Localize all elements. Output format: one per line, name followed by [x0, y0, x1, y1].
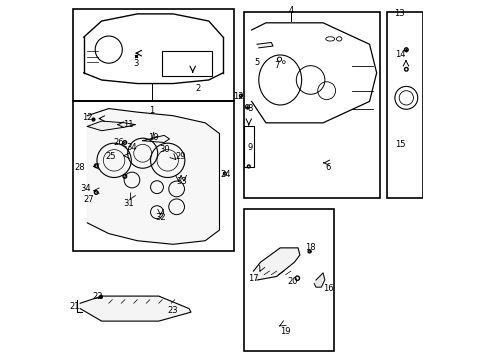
Text: 29: 29	[175, 152, 185, 161]
Text: 32: 32	[155, 213, 165, 222]
Text: 33: 33	[176, 177, 187, 186]
Text: 13: 13	[394, 9, 405, 18]
Bar	[73, 9, 233, 102]
Bar	[386, 12, 422, 198]
Text: 31: 31	[123, 199, 133, 208]
Polygon shape	[87, 121, 135, 131]
Text: 26: 26	[113, 138, 124, 147]
Text: 20: 20	[287, 277, 297, 286]
Text: 34: 34	[126, 143, 137, 152]
Polygon shape	[80, 296, 190, 321]
Text: 34: 34	[80, 184, 91, 193]
Bar	[162, 51, 212, 76]
Text: 14: 14	[394, 50, 405, 59]
Text: 25: 25	[105, 152, 116, 161]
Text: 9: 9	[247, 143, 252, 152]
Bar	[244, 12, 380, 198]
Text: 5: 5	[254, 58, 259, 67]
Text: 17: 17	[247, 274, 258, 283]
Text: 18: 18	[305, 243, 315, 252]
Text: 7: 7	[273, 61, 279, 70]
Bar	[244, 126, 253, 167]
Polygon shape	[313, 273, 324, 287]
Polygon shape	[142, 135, 169, 143]
Polygon shape	[257, 42, 272, 48]
Text: 22: 22	[93, 292, 103, 301]
Bar	[73, 102, 233, 251]
Text: 10: 10	[148, 132, 158, 141]
Text: 8: 8	[246, 104, 252, 113]
Text: 28: 28	[75, 163, 85, 172]
Text: 6: 6	[325, 163, 330, 172]
Text: 2: 2	[195, 84, 200, 93]
Text: 23: 23	[167, 306, 178, 315]
Text: 15: 15	[394, 140, 405, 149]
Text: 11: 11	[123, 120, 133, 129]
Text: 21: 21	[69, 302, 80, 311]
Text: 12: 12	[82, 113, 92, 122]
Bar	[244, 208, 333, 351]
Polygon shape	[253, 248, 299, 280]
Text: 3: 3	[133, 59, 138, 68]
Text: 4: 4	[288, 6, 293, 15]
Text: 12: 12	[233, 91, 244, 100]
Text: 27: 27	[83, 195, 94, 204]
Polygon shape	[87, 109, 219, 244]
Text: 24: 24	[220, 170, 231, 179]
Text: 1: 1	[149, 106, 154, 115]
Text: 19: 19	[280, 327, 290, 336]
Text: 16: 16	[323, 284, 333, 293]
Text: 30: 30	[159, 145, 169, 154]
